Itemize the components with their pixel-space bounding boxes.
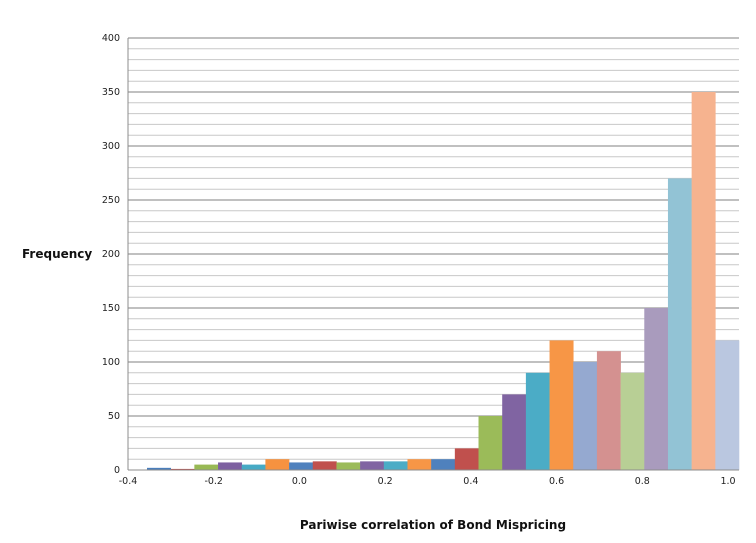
y-tick-label: 300 — [102, 141, 120, 152]
histogram-bar — [596, 351, 621, 470]
histogram-bar — [573, 362, 598, 470]
x-tick-label: 0.0 — [292, 476, 307, 487]
histogram-bar — [241, 464, 266, 470]
x-tick-label: 0.8 — [635, 476, 650, 487]
y-tick-label: 200 — [102, 249, 120, 260]
histogram-bar — [336, 462, 361, 470]
gridlines — [128, 37, 739, 460]
histogram-bar — [454, 448, 479, 470]
histogram-bar — [478, 416, 503, 470]
x-axis-label: Pariwise correlation of Bond Mispricing — [300, 518, 566, 532]
x-tick-label: -0.2 — [204, 476, 223, 487]
axes — [127, 38, 739, 471]
x-tick-label: 1.0 — [720, 476, 735, 487]
histogram-bar — [383, 461, 408, 470]
x-tick-label: 0.4 — [463, 476, 478, 487]
y-tick-label: 150 — [102, 303, 120, 314]
y-tick-labels: 0 50 100 150 200 250 300 350 400 — [102, 33, 120, 476]
histogram-bar — [691, 92, 716, 470]
x-tick-label: 0.6 — [549, 476, 564, 487]
histogram-bar — [431, 459, 456, 470]
histogram-bar — [525, 372, 550, 470]
histogram-bar — [667, 178, 692, 470]
histogram-bar — [289, 462, 314, 470]
histogram-bar — [502, 394, 527, 470]
histogram-bar — [147, 467, 171, 470]
y-tick-label: 400 — [102, 33, 120, 44]
histogram-bar — [218, 462, 243, 470]
histogram-bar — [170, 468, 195, 470]
y-axis-label: Frequency — [22, 247, 92, 261]
histogram-bar — [644, 308, 669, 470]
x-tick-label: -0.4 — [119, 476, 138, 487]
histogram-bar — [620, 372, 645, 470]
y-tick-label: 250 — [102, 195, 120, 206]
x-tick-label: 0.2 — [378, 476, 393, 487]
histogram-bar — [312, 461, 337, 470]
histogram-bar — [549, 340, 574, 470]
histogram-bar — [194, 464, 219, 470]
histogram-bar — [265, 459, 290, 470]
y-tick-label: 0 — [114, 465, 120, 476]
y-tick-label: 50 — [108, 411, 120, 422]
histogram-bar — [407, 459, 432, 470]
histogram-bar — [360, 461, 385, 470]
x-tick-labels: -0.4 -0.2 0.0 0.2 0.4 0.6 0.8 1.0 — [119, 476, 736, 487]
y-tick-label: 100 — [102, 357, 120, 368]
histogram-bar — [715, 340, 740, 470]
bars — [147, 92, 740, 470]
y-tick-label: 350 — [102, 87, 120, 98]
